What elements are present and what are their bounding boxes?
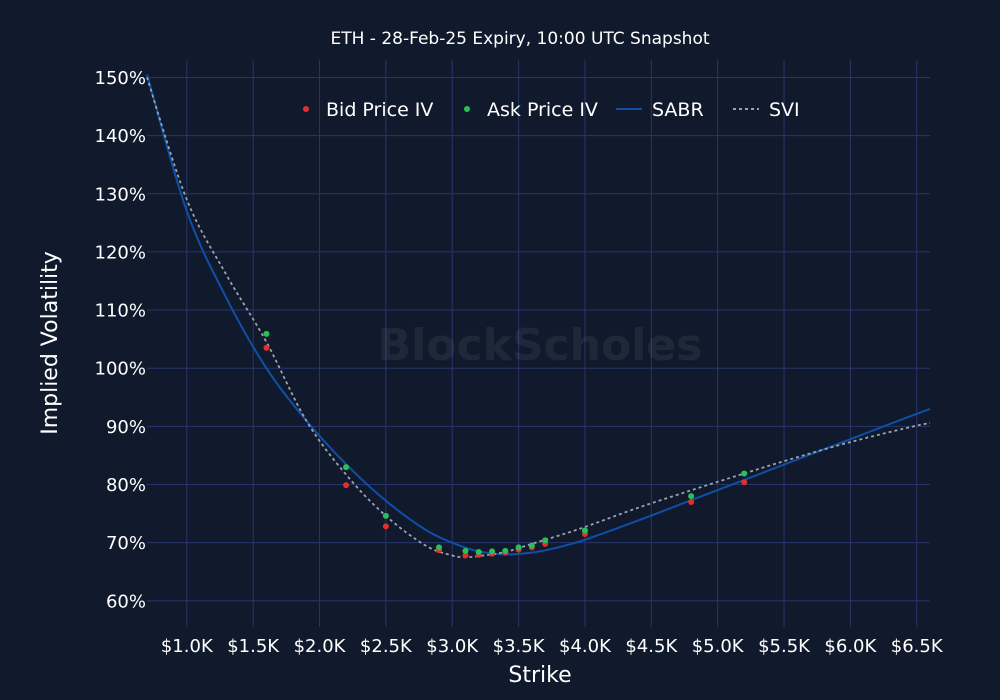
x-tick-label: $6.5K [891,636,944,657]
bid-price-iv-point [382,523,389,530]
y-tick-label: 130% [95,184,146,205]
bid-price-iv-point [688,498,695,505]
ask-price-iv-point [382,512,389,519]
x-tick-label: $3.5K [493,636,546,657]
x-tick-label: $1.5K [227,636,280,657]
y-tick-label: 90% [106,417,146,438]
legend-label: SABR [652,99,704,121]
y-tick-label: 150% [95,68,146,89]
bid-price-iv-point [343,482,350,489]
ask-price-iv-point [263,330,270,337]
ask-price-iv-point [542,537,549,544]
ask-price-iv-point [515,544,522,551]
ask-price-iv-point [528,542,535,549]
legend-label: SVI [769,99,800,121]
ask-price-iv-point [462,547,469,554]
y-tick-label: 100% [95,359,146,380]
bid-price-iv-point [462,552,469,559]
y-tick-label: 60% [106,591,146,612]
ask-price-iv-point [502,547,509,554]
ask-price-iv-point [475,548,482,555]
x-axis-ticks: $1.0K $1.5K $2.0K $2.5K $3.0K $3.5K $4.0K $4.5K… [161,636,944,657]
legend-label: Bid Price IV [326,99,433,121]
bid-price-iv-point [741,479,748,486]
y-axis-title: Implied Volatility [38,251,63,435]
y-tick-label: 120% [95,242,146,263]
y-tick-label: 80% [106,475,146,496]
legend-item-ask-price-iv: Ask Price IV [464,99,598,121]
x-tick-label: $4.5K [625,636,678,657]
ask-price-iv-point [741,470,748,477]
ask-price-iv-point [581,527,588,534]
ask-price-iv-point [343,464,350,471]
legend-label: Ask Price IV [487,99,598,121]
ask-price-iv-point [688,493,695,500]
x-tick-label: $6.0K [824,636,877,657]
legend: Bid Price IV Ask Price IV SABR SVI [303,99,800,121]
legend-marker [303,106,309,112]
x-tick-label: $4.0K [559,636,612,657]
x-tick-label: $5.0K [692,636,745,657]
x-tick-label: $1.0K [161,636,214,657]
x-tick-label: $3.0K [426,636,479,657]
x-tick-label: $2.5K [360,636,413,657]
chart-title: ETH - 28-Feb-25 Expiry, 10:00 UTC Snapsh… [330,29,709,49]
x-axis-title: Strike [508,663,571,688]
x-tick-label: $2.0K [294,636,347,657]
legend-item-svi: SVI [733,99,800,121]
series-layer [146,74,931,559]
bid-price-iv-point [263,344,270,351]
ask-price-iv-point [489,548,496,555]
legend-marker [464,106,470,112]
y-tick-label: 70% [106,533,146,554]
y-tick-label: 140% [95,126,146,147]
ask-price-iv-point [435,544,442,551]
grid-lines [147,60,930,627]
x-tick-label: $5.5K [758,636,811,657]
watermark-logo: BlockScholes [378,320,703,371]
y-tick-label: 110% [95,301,146,322]
legend-item-bid-price-iv: Bid Price IV [303,99,433,121]
y-axis-ticks: 60% 70% 80% 90% 100% 110% 120% 130% 140% 150% [95,68,146,612]
legend-item-sabr: SABR [616,99,704,121]
